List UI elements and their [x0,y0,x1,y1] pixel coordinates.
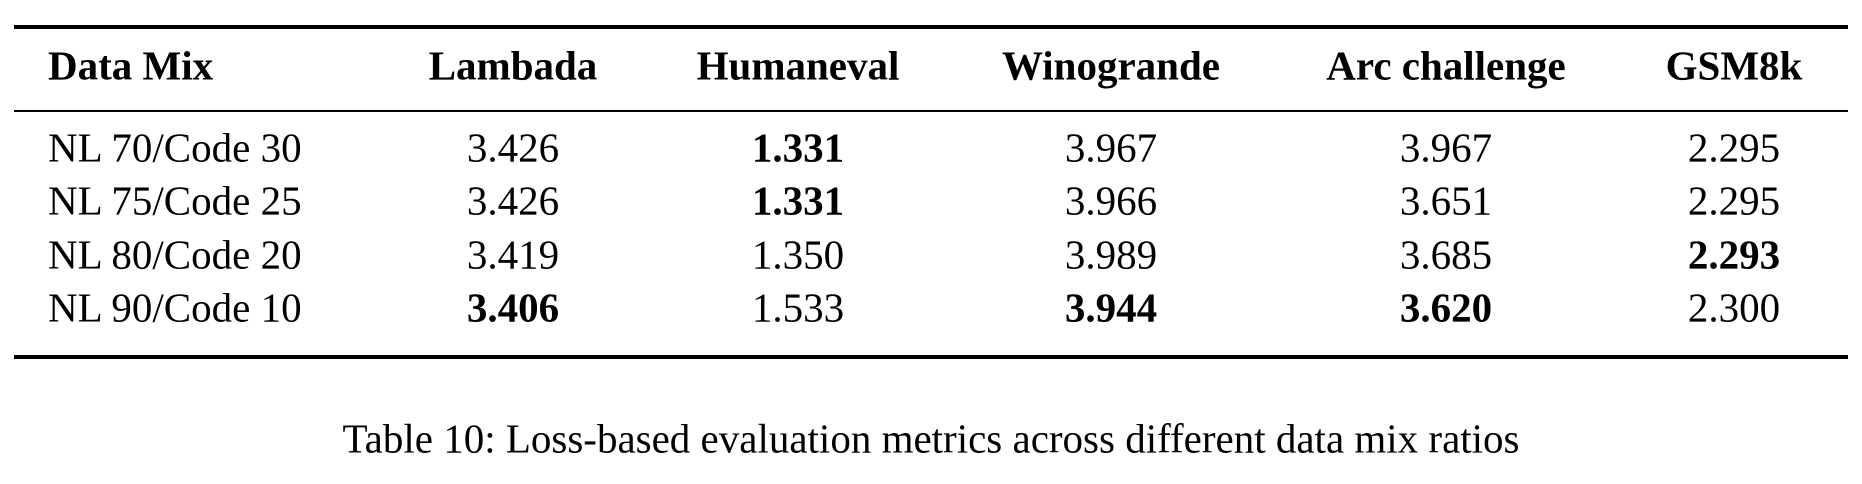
table-cell: 3.426 [467,124,559,170]
table-cell: 3.419 [467,231,559,277]
column-header: Winogrande [1002,42,1220,88]
column-header: Arc challenge [1326,42,1566,88]
table-cell: 3.620 [1400,284,1492,330]
row-label: NL 80/Code 20 [48,231,302,277]
table-cell: 3.651 [1400,177,1492,223]
table-cell: 1.533 [752,284,844,330]
table-cell: 3.967 [1065,124,1157,170]
table-cell: 2.300 [1688,284,1780,330]
table-cell: 2.295 [1688,124,1780,170]
column-header: GSM8k [1666,42,1803,88]
table-cell: 3.989 [1065,231,1157,277]
table-cell: 1.350 [752,231,844,277]
table-cell: 3.967 [1400,124,1492,170]
column-header: Data Mix [48,42,214,88]
table-cell: 2.295 [1688,177,1780,223]
column-header: Humaneval [697,42,900,88]
row-label: NL 70/Code 30 [48,124,302,170]
table-cell: 2.293 [1688,231,1780,277]
row-label: NL 75/Code 25 [48,177,302,223]
table-cell: 3.944 [1065,284,1157,330]
table-cell: 3.406 [467,284,559,330]
caption: Table 10: Loss-based evaluation metrics … [342,415,1519,461]
table-cell: 1.331 [752,124,844,170]
table-cell: 3.426 [467,177,559,223]
table-cell: 3.685 [1400,231,1492,277]
column-header: Lambada [429,42,598,88]
row-label: NL 90/Code 10 [48,284,302,330]
table-cell: 1.331 [752,177,844,223]
table-cell: 3.966 [1065,177,1157,223]
